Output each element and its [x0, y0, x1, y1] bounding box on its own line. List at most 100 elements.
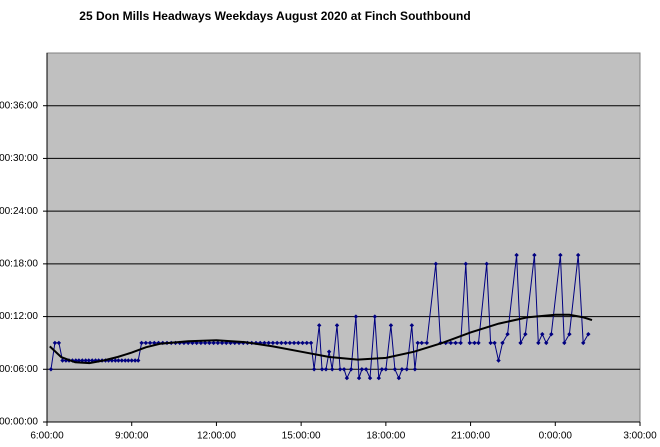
data-point	[367, 375, 373, 381]
data-point	[488, 340, 493, 346]
x-tick-label: 6:00:00	[30, 431, 64, 442]
data-point	[376, 375, 381, 381]
data-point	[415, 340, 420, 346]
data-point	[83, 358, 88, 363]
data-point	[356, 375, 362, 381]
data-point	[274, 340, 280, 346]
data-point	[492, 340, 497, 346]
data-point	[404, 367, 409, 372]
data-point	[116, 358, 121, 363]
data-point	[56, 340, 62, 346]
data-point	[567, 331, 572, 337]
data-point	[266, 340, 271, 346]
data-point	[337, 367, 343, 372]
data-point	[48, 367, 54, 372]
data-point	[291, 340, 297, 346]
data-point	[143, 340, 149, 346]
data-point	[211, 340, 216, 346]
data-point	[123, 358, 128, 363]
data-point	[544, 340, 549, 346]
data-point	[372, 314, 378, 319]
data-point	[136, 358, 141, 363]
data-point	[319, 367, 325, 372]
data-point	[412, 367, 418, 372]
data-point	[379, 367, 385, 372]
data-point	[463, 261, 468, 267]
data-point	[126, 358, 131, 363]
data-point	[219, 340, 225, 346]
data-point	[467, 340, 472, 346]
chart-title: 25 Don Mills Headways Weekdays August 20…	[79, 9, 470, 23]
data-point	[396, 375, 402, 381]
y-tick-label: 00:24:00	[0, 206, 38, 217]
data-point	[353, 314, 359, 319]
x-tick-label: 0:00:00	[539, 431, 573, 442]
x-tick-label: 15:00:00	[282, 431, 321, 442]
data-point	[330, 367, 335, 372]
data-point	[586, 331, 591, 337]
data-point	[60, 358, 65, 363]
x-tick-label: 18:00:00	[366, 431, 405, 442]
data-point	[505, 331, 510, 337]
data-point	[317, 323, 322, 328]
data-point	[344, 375, 350, 381]
data-point	[283, 340, 288, 346]
data-point	[323, 367, 329, 372]
data-point	[540, 331, 545, 337]
data-point	[326, 349, 332, 354]
plot-area	[46, 52, 641, 423]
data-point	[433, 261, 439, 267]
data-point	[334, 323, 340, 328]
data-point	[119, 358, 125, 363]
data-point	[536, 340, 541, 346]
data-point	[287, 340, 293, 346]
data-point	[359, 367, 365, 372]
data-point	[129, 358, 134, 363]
x-tick-label: 21:00:00	[451, 431, 490, 442]
data-point	[202, 340, 208, 346]
y-tick-label: 00:30:00	[0, 153, 38, 164]
data-point	[399, 367, 405, 372]
data-point	[270, 340, 276, 346]
y-tick-label: 00:36:00	[0, 100, 38, 111]
data-point	[132, 358, 138, 363]
data-point	[484, 261, 489, 267]
data-point	[52, 340, 58, 346]
data-point	[279, 340, 284, 346]
data-point	[514, 252, 519, 258]
data-point	[518, 340, 523, 346]
data-point	[388, 323, 394, 328]
data-point	[311, 367, 317, 372]
x-tick-label: 9:00:00	[115, 431, 149, 442]
data-point	[476, 340, 481, 346]
data-point	[304, 340, 309, 346]
data-point	[147, 340, 153, 346]
data-point	[575, 252, 581, 258]
data-point	[562, 340, 567, 346]
data-point	[383, 367, 389, 372]
series-line	[49, 313, 593, 365]
data-point	[363, 367, 369, 372]
x-tick-label: 3:00:00	[623, 431, 657, 442]
data-point	[424, 340, 430, 346]
data-point	[296, 340, 301, 346]
data-point	[523, 331, 528, 337]
y-tick-label: 00:12:00	[0, 311, 38, 322]
x-tick-label: 12:00:00	[197, 431, 236, 442]
data-point	[392, 367, 398, 372]
data-point	[86, 358, 91, 363]
data-point	[458, 340, 463, 346]
data-point	[113, 358, 118, 363]
data-point	[472, 340, 477, 346]
data-point	[409, 323, 415, 328]
data-point	[419, 340, 424, 346]
data-point	[215, 340, 221, 346]
data-point	[300, 340, 305, 346]
data-point	[80, 358, 85, 363]
y-tick-label: 00:06:00	[0, 364, 38, 375]
data-point	[341, 367, 347, 372]
data-point	[496, 358, 501, 363]
y-tick-label: 00:18:00	[0, 258, 38, 269]
data-point	[581, 340, 586, 346]
